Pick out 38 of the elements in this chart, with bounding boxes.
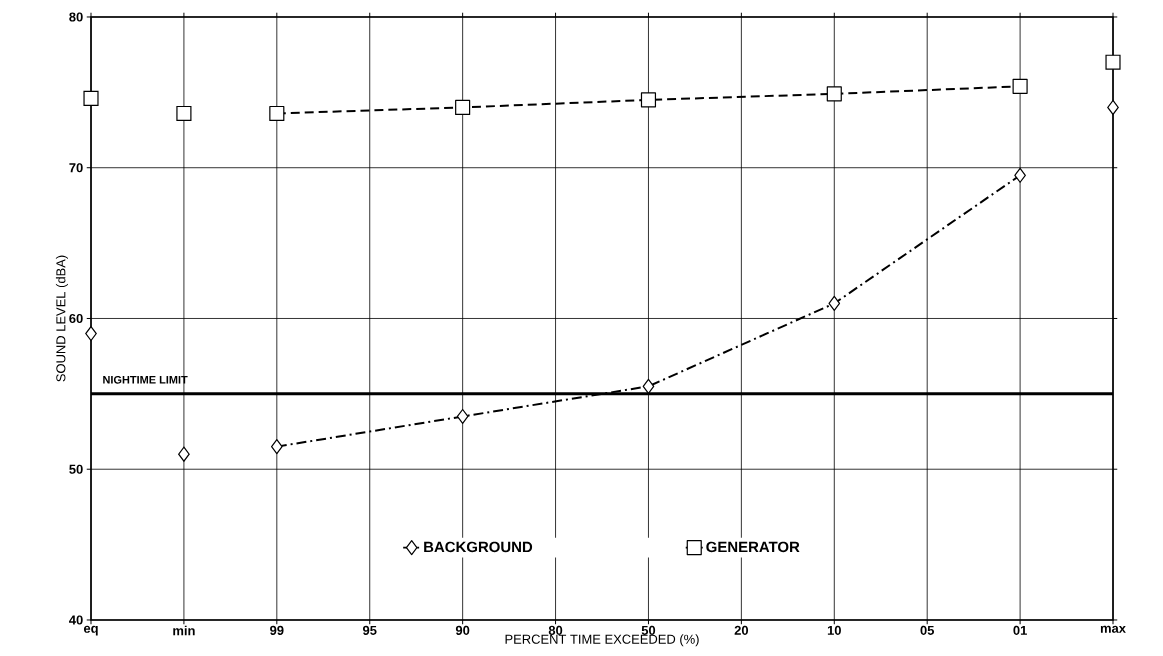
- point: [1014, 167, 1026, 183]
- x-tick-label: 05: [920, 625, 935, 635]
- point: [85, 325, 97, 342]
- ref-line-label: NIGHTIME LIMIT: [103, 375, 188, 384]
- point: [456, 408, 469, 425]
- point: [642, 378, 655, 394]
- y-tick-label: 70: [69, 163, 83, 173]
- x-tick-label: 10: [827, 625, 841, 635]
- y-tick-label: 60: [69, 313, 83, 324]
- x-tick-label: 80: [548, 625, 563, 635]
- x-tick-label: max: [1100, 625, 1126, 633]
- point: [828, 295, 841, 311]
- y-tick-label: 50: [69, 464, 83, 474]
- point: [640, 92, 657, 108]
- y-tick-label: 80: [69, 12, 83, 22]
- x-tick-label: 01: [1013, 625, 1027, 635]
- y-axis-title: SOUND LEVEL (dBA): [55, 255, 68, 382]
- x-tick-label: 90: [455, 625, 470, 635]
- point: [176, 105, 192, 122]
- x-axis-title: PERCENT TIME EXCEEDED (%): [505, 634, 699, 647]
- point: [269, 105, 285, 122]
- point: [83, 90, 99, 106]
- point: [1105, 54, 1121, 70]
- point: [1012, 78, 1028, 94]
- point: [826, 86, 842, 102]
- point: [1107, 99, 1119, 116]
- y-tick-label: 40: [69, 615, 83, 625]
- x-tick-label: 95: [362, 625, 377, 635]
- x-tick-label: 99: [270, 625, 284, 635]
- x-tick-label: 20: [734, 625, 749, 635]
- legend-label: BACKGROUND: [424, 541, 533, 553]
- point: [455, 99, 471, 116]
- x-tick-label: min: [173, 625, 195, 636]
- x-tick-label: 50: [641, 625, 656, 635]
- legend-label: GENERATOR: [706, 541, 800, 553]
- point: [178, 446, 190, 462]
- x-tick-label: eq: [83, 625, 98, 636]
- point: [271, 439, 283, 455]
